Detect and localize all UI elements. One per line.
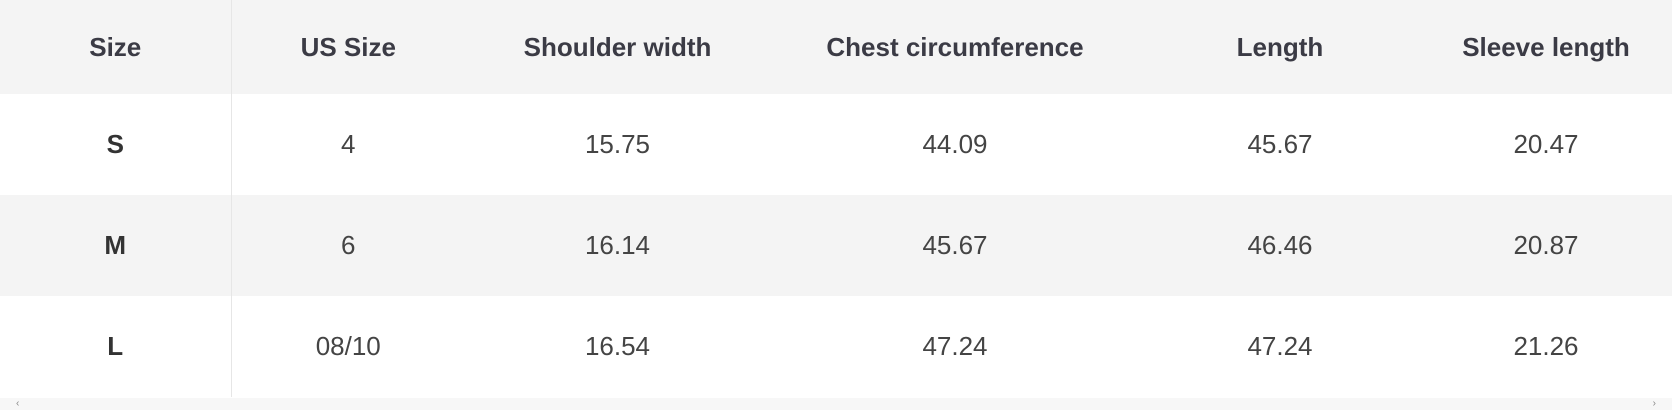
cell-length: 46.46 (1247, 230, 1313, 260)
cell-shoulder-width: 15.75 (584, 129, 651, 159)
header-shoulder-width: Shoulder width (523, 31, 712, 62)
cell-us-size: 08/10 (315, 331, 381, 361)
horizontal-scrollbar[interactable]: ‹ › (0, 398, 1672, 410)
cell-size: S (0, 94, 232, 195)
cell-us-size: 4 (341, 129, 356, 159)
cell-sleeve-length: 20.87 (1513, 230, 1579, 260)
cell-sleeve-length: 20.47 (1513, 129, 1579, 159)
cell-length: 45.67 (1247, 129, 1313, 159)
cell-chest-circumference: 45.67 (922, 230, 988, 260)
cell-shoulder-width: 16.14 (584, 230, 651, 260)
table-row: M 6 16.14 45.67 46.46 20.87 (0, 195, 1672, 296)
chevron-right-icon[interactable]: › (1652, 398, 1656, 409)
header-chest-circumference: Chest circumference (826, 31, 1084, 62)
header-length: Length (1236, 31, 1324, 62)
header-sleeve-length: Sleeve length (1462, 31, 1630, 62)
cell-shoulder-width: 16.54 (584, 331, 651, 361)
chevron-left-icon[interactable]: ‹ (16, 398, 20, 409)
size-chart-table: Size US Size Shoulder width Chest circum… (0, 0, 1672, 397)
table-header-row: Size US Size Shoulder width Chest circum… (0, 0, 1672, 94)
cell-chest-circumference: 44.09 (922, 129, 988, 159)
cell-us-size: 6 (341, 230, 356, 260)
cell-sleeve-length: 21.26 (1513, 331, 1579, 361)
cell-size: M (0, 195, 232, 296)
cell-length: 47.24 (1247, 331, 1313, 361)
cell-size: L (0, 296, 232, 397)
table-row: S 4 15.75 44.09 45.67 20.47 (0, 94, 1672, 195)
table-row: L 08/10 16.54 47.24 47.24 21.26 (0, 296, 1672, 397)
header-us-size: US Size (300, 31, 396, 62)
header-size: Size (0, 0, 232, 94)
cell-chest-circumference: 47.24 (922, 331, 988, 361)
